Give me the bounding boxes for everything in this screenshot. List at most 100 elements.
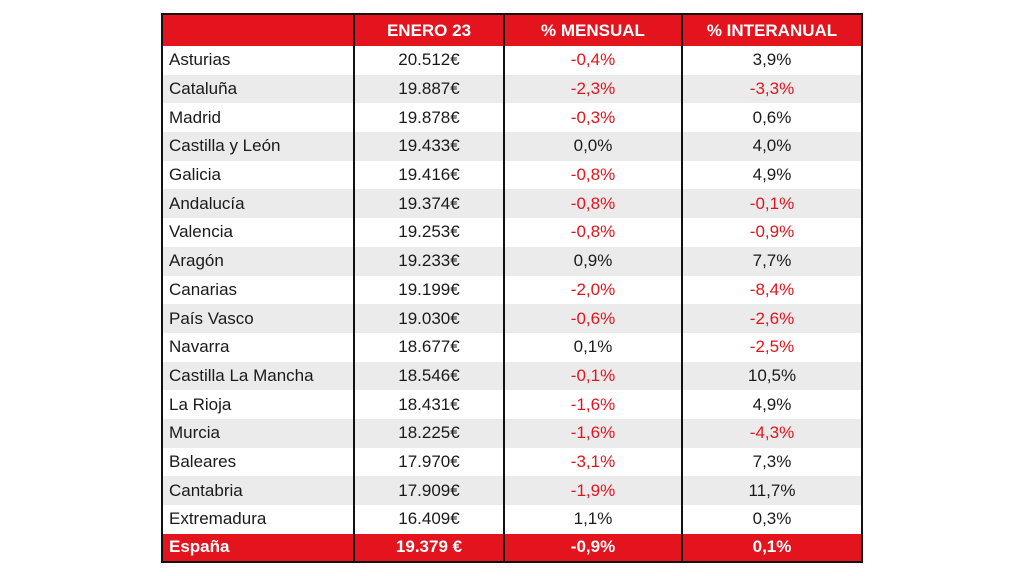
region-cell: Valencia xyxy=(169,222,233,242)
region-cell: Navarra xyxy=(169,337,230,357)
value-cell: 19.433€ xyxy=(353,132,504,161)
yearly-cell: 4,9% xyxy=(681,160,862,190)
yearly-cell: -0,9% xyxy=(681,218,862,247)
yearly-cell: -2,6% xyxy=(681,304,862,333)
value-cell: 19.878€ xyxy=(353,103,504,133)
region-cell: Extremadura xyxy=(169,509,267,529)
table-body: Asturias 20.512€ -0,4% 3,9% Cataluña 19.887€ -… xyxy=(162,46,862,534)
total-region: España xyxy=(169,537,230,557)
salary-table: ENERO 23 % MENSUAL % INTERANUAL Asturias… xyxy=(161,13,863,563)
total-monthly: -0,9% xyxy=(503,533,682,562)
yearly-cell: 7,3% xyxy=(681,447,862,477)
table-row: Navarra 18.677€ 0,1% -2,5% xyxy=(162,332,862,362)
table-row: Valencia 19.253€ -0,8% -0,9% xyxy=(162,218,862,247)
table-row: Baleares 17.970€ -3,1% 7,3% xyxy=(162,447,862,477)
table-row: Castilla La Mancha 18.546€ -0,1% 10,5% xyxy=(162,361,862,391)
table-row: Extremadura 16.409€ 1,1% 0,3% xyxy=(162,505,862,534)
region-cell: Cantabria xyxy=(169,480,243,500)
table-row: Madrid 19.878€ -0,3% 0,6% xyxy=(162,103,862,133)
yearly-cell: -0,1% xyxy=(681,189,862,219)
region-cell: Aragón xyxy=(169,251,224,271)
region-cell: Andalucía xyxy=(169,193,245,213)
yearly-cell: 0,3% xyxy=(681,505,862,534)
header-region xyxy=(162,14,354,46)
monthly-cell: -0,3% xyxy=(503,103,682,133)
total-yearly: 0,1% xyxy=(681,533,862,562)
monthly-cell: -2,0% xyxy=(503,275,682,305)
table-row: Asturias 20.512€ -0,4% 3,9% xyxy=(162,46,862,75)
value-cell: 18.546€ xyxy=(353,361,504,391)
region-cell: Madrid xyxy=(169,107,221,127)
yearly-cell: -8,4% xyxy=(681,275,862,305)
monthly-cell: -2,3% xyxy=(503,74,682,104)
region-cell: Asturias xyxy=(169,50,231,70)
monthly-cell: -0,6% xyxy=(503,304,682,333)
value-cell: 19.374€ xyxy=(353,189,504,219)
total-row: España 19.379 € -0,9% 0,1% xyxy=(162,533,862,562)
table-row: La Rioja 18.431€ -1,6% 4,9% xyxy=(162,390,862,419)
table-row: Castilla y León 19.433€ 0,0% 4,0% xyxy=(162,132,862,161)
monthly-cell: -3,1% xyxy=(503,447,682,477)
header-interanual: % INTERANUAL xyxy=(681,14,862,46)
table-row: Murcia 18.225€ -1,6% -4,3% xyxy=(162,418,862,448)
table-row: Andalucía 19.374€ -0,8% -0,1% xyxy=(162,189,862,219)
yearly-cell: -2,5% xyxy=(681,332,862,362)
monthly-cell: 1,1% xyxy=(503,505,682,534)
value-cell: 19.030€ xyxy=(353,304,504,333)
yearly-cell: 7,7% xyxy=(681,246,862,276)
monthly-cell: -0,8% xyxy=(503,218,682,247)
monthly-cell: 0,9% xyxy=(503,246,682,276)
value-cell: 19.233€ xyxy=(353,246,504,276)
region-cell: País Vasco xyxy=(169,308,254,328)
table-row: Aragón 19.233€ 0,9% 7,7% xyxy=(162,246,862,276)
region-cell: Castilla La Mancha xyxy=(169,365,314,385)
value-cell: 19.253€ xyxy=(353,218,504,247)
yearly-cell: 11,7% xyxy=(681,476,862,505)
region-cell: Canarias xyxy=(169,279,238,299)
value-cell: 18.431€ xyxy=(353,390,504,419)
table-row: Canarias 19.199€ -2,0% -8,4% xyxy=(162,275,862,305)
monthly-cell: -0,8% xyxy=(503,160,682,190)
value-cell: 18.225€ xyxy=(353,418,504,448)
table-container: ENERO 23 % MENSUAL % INTERANUAL Asturias… xyxy=(161,13,863,565)
region-cell: Baleares xyxy=(169,451,237,471)
value-cell: 19.887€ xyxy=(353,74,504,104)
value-cell: 16.409€ xyxy=(353,505,504,534)
value-cell: 19.416€ xyxy=(353,160,504,190)
yearly-cell: 4,0% xyxy=(681,132,862,161)
monthly-cell: -0,8% xyxy=(503,189,682,219)
yearly-cell: 4,9% xyxy=(681,390,862,419)
region-cell: Cataluña xyxy=(169,79,238,99)
region-cell: La Rioja xyxy=(169,394,232,414)
region-cell: Murcia xyxy=(169,423,221,443)
table-row: Cataluña 19.887€ -2,3% -3,3% xyxy=(162,74,862,104)
yearly-cell: -3,3% xyxy=(681,74,862,104)
yearly-cell: 3,9% xyxy=(681,46,862,75)
yearly-cell: -4,3% xyxy=(681,418,862,448)
table-row: Galicia 19.416€ -0,8% 4,9% xyxy=(162,160,862,190)
table-footer: España 19.379 € -0,9% 0,1% xyxy=(162,533,862,562)
value-cell: 19.199€ xyxy=(353,275,504,305)
value-cell: 17.909€ xyxy=(353,476,504,505)
header-row: ENERO 23 % MENSUAL % INTERANUAL xyxy=(162,14,862,46)
yearly-cell: 10,5% xyxy=(681,361,862,391)
value-cell: 20.512€ xyxy=(353,46,504,75)
header-enero-23: ENERO 23 xyxy=(353,14,504,46)
monthly-cell: -1,6% xyxy=(503,418,682,448)
monthly-cell: -1,6% xyxy=(503,390,682,419)
table-row: Cantabria 17.909€ -1,9% 11,7% xyxy=(162,476,862,505)
monthly-cell: -1,9% xyxy=(503,476,682,505)
total-value: 19.379 € xyxy=(353,533,504,562)
yearly-cell: 0,6% xyxy=(681,103,862,133)
value-cell: 17.970€ xyxy=(353,447,504,477)
monthly-cell: -0,4% xyxy=(503,46,682,75)
header-mensual: % MENSUAL xyxy=(503,14,682,46)
monthly-cell: 0,1% xyxy=(503,332,682,362)
monthly-cell: -0,1% xyxy=(503,361,682,391)
table-row: País Vasco 19.030€ -0,6% -2,6% xyxy=(162,304,862,333)
region-cell: Galicia xyxy=(169,165,221,185)
table-header: ENERO 23 % MENSUAL % INTERANUAL xyxy=(162,14,862,46)
monthly-cell: 0,0% xyxy=(503,132,682,161)
value-cell: 18.677€ xyxy=(353,332,504,362)
region-cell: Castilla y León xyxy=(169,136,281,156)
